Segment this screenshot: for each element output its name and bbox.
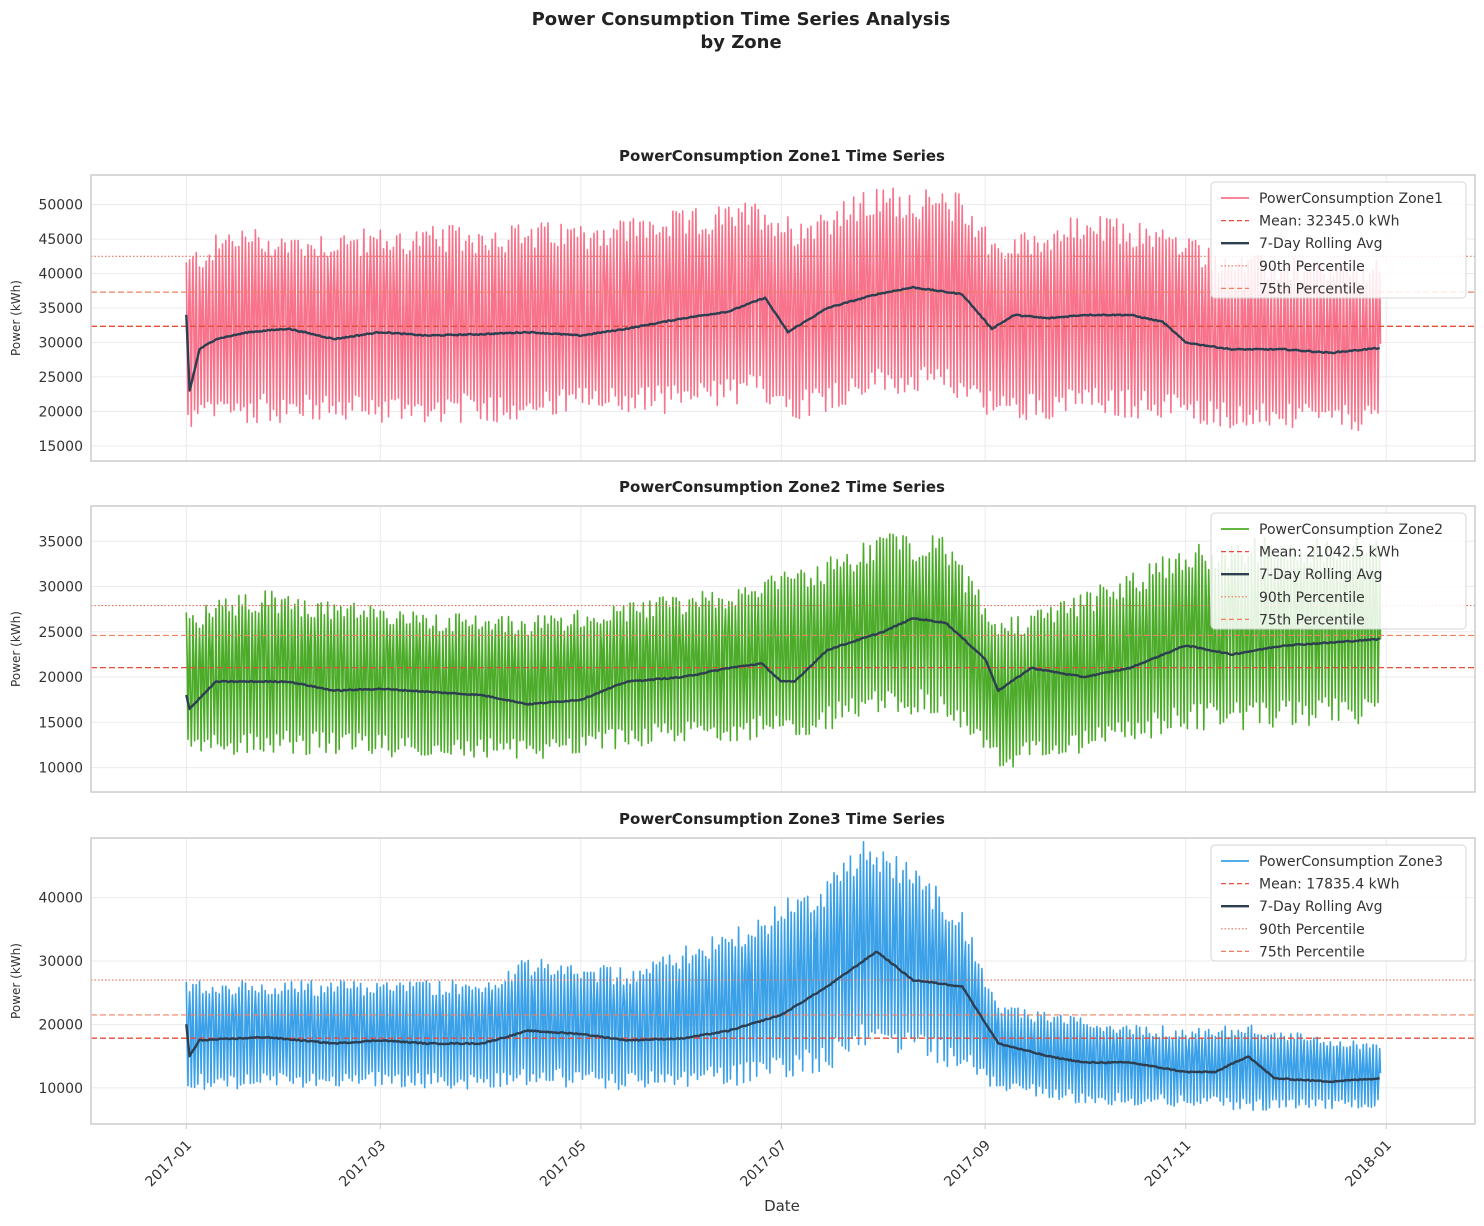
legend-label: 7-Day Rolling Avg — [1259, 899, 1383, 915]
y-tick-label: 35000 — [38, 534, 83, 550]
rolling-average-line — [185, 285, 1381, 392]
x-axis-label: Date — [764, 1197, 800, 1215]
legend-label: 90th Percentile — [1259, 922, 1365, 938]
axes-frame — [90, 174, 1476, 462]
y-tick-label: 35000 — [38, 301, 83, 317]
y-axis-label: Power (kWh) — [9, 943, 23, 1019]
y-tick-label: 15000 — [38, 439, 83, 455]
series-raw-line — [185, 533, 1382, 768]
y-axis-label: Power (kWh) — [9, 280, 23, 356]
subplot-title: PowerConsumption Zone1 Time Series — [619, 147, 945, 165]
y-tick-label: 30000 — [38, 954, 83, 970]
figure-title-line1: Power Consumption Time Series Analysis — [532, 9, 951, 30]
rolling-average-line — [185, 950, 1380, 1084]
legend-label: PowerConsumption Zone2 — [1259, 522, 1443, 538]
y-tick-label: 30000 — [38, 335, 83, 351]
y-tick-label: 25000 — [38, 370, 83, 386]
y-tick-label: 30000 — [38, 580, 83, 596]
x-tick-label: 2017-07 — [738, 1138, 791, 1191]
legend-label: PowerConsumption Zone1 — [1259, 191, 1443, 207]
legend-label: 7-Day Rolling Avg — [1259, 236, 1383, 252]
y-tick-label: 15000 — [38, 715, 83, 731]
subplot-title: PowerConsumption Zone2 Time Series — [619, 478, 945, 496]
x-tick-label: 2017-03 — [336, 1138, 389, 1191]
axes-frame — [90, 505, 1476, 793]
plot-area — [91, 533, 1475, 768]
figure-title-line2: by Zone — [700, 32, 781, 53]
legend-label: 90th Percentile — [1259, 259, 1365, 275]
plot-area — [91, 840, 1475, 1111]
y-tick-label: 20000 — [38, 670, 83, 686]
y-tick-label: 20000 — [38, 1017, 83, 1033]
legend: PowerConsumption Zone3 Mean: 17835.4 kWh 7… — [1210, 844, 1467, 962]
y-tick-label: 50000 — [38, 198, 83, 214]
legend-label: 90th Percentile — [1259, 590, 1365, 606]
legend-label: Mean: 32345.0 kWh — [1259, 214, 1399, 230]
series-raw-line — [185, 187, 1382, 432]
legend-box — [1210, 844, 1467, 962]
legend-box — [1210, 181, 1467, 299]
y-tick-label: 20000 — [38, 404, 83, 420]
y-tick-label: 40000 — [38, 891, 83, 907]
subplots: PowerConsumption Zone1 Time Series 15000 2… — [9, 147, 1476, 1191]
y-tick-label: 10000 — [38, 1081, 83, 1097]
subplot-zone3: PowerConsumption Zone3 Time Series 10000 2… — [9, 810, 1476, 1191]
legend-label: 7-Day Rolling Avg — [1259, 567, 1383, 583]
legend-label: Mean: 17835.4 kWh — [1259, 877, 1399, 893]
subplot-zone1: PowerConsumption Zone1 Time Series 15000 2… — [9, 147, 1476, 462]
y-tick-label: 45000 — [38, 232, 83, 248]
y-tick-label: 10000 — [38, 761, 83, 777]
legend-label: PowerConsumption Zone3 — [1259, 854, 1443, 870]
legend-box — [1210, 512, 1467, 630]
x-tick-label: 2017-09 — [941, 1138, 994, 1191]
legend-label: 75th Percentile — [1259, 944, 1365, 960]
y-axis-label: Power (kWh) — [9, 611, 23, 687]
legend-label: 75th Percentile — [1259, 612, 1365, 628]
y-tick-label: 25000 — [38, 625, 83, 641]
legend: PowerConsumption Zone1 Mean: 32345.0 kWh 7… — [1210, 181, 1467, 299]
x-tick-label: 2017-11 — [1142, 1138, 1195, 1191]
x-tick-label: 2018-01 — [1342, 1138, 1395, 1191]
x-tick-label: 2017-05 — [537, 1138, 590, 1191]
y-tick-label: 40000 — [38, 267, 83, 283]
series-raw-line — [185, 840, 1382, 1111]
subplot-title: PowerConsumption Zone3 Time Series — [619, 810, 945, 828]
axes-frame — [90, 837, 1476, 1125]
legend-label: 75th Percentile — [1259, 281, 1365, 297]
legend: PowerConsumption Zone2 Mean: 21042.5 kWh 7… — [1210, 512, 1467, 630]
legend-label: Mean: 21042.5 kWh — [1259, 545, 1399, 561]
subplot-zone2: PowerConsumption Zone2 Time Series 10000 1… — [9, 478, 1476, 793]
x-tick-label: 2017-01 — [142, 1138, 195, 1191]
rolling-average-line — [185, 617, 1380, 711]
